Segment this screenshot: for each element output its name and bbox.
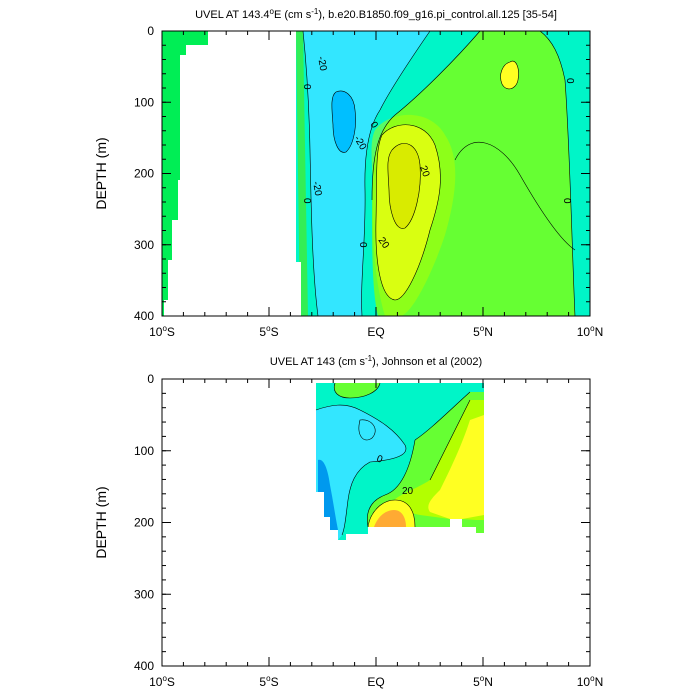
panel-1-contour-label: 0 [561,198,572,204]
x-tick-label: 5oS [259,674,278,689]
x-tick-label: EQ [367,675,384,689]
panel-1-contour-label: 0 [357,242,368,248]
panel-1-contour-label: 0 [301,84,312,90]
panel-1-contour-label: 0 [367,120,380,131]
x-tick-label: 10oN [577,324,603,339]
x-tick-label: EQ [367,325,384,339]
y-tick-label: 100 [134,95,154,109]
y-tick-label: 0 [147,24,154,38]
panel-1: UVEL AT 143.4oE (cm s-1), b.e20.B1850.f0… [93,7,603,339]
panel-1-contour-label: -20 [310,181,323,198]
panel-1-contour-label: 0 [301,198,312,204]
y-tick-label: 400 [134,309,154,323]
panel-2-region-neg [316,405,406,540]
panel-1-contour-label: 0 [564,78,575,84]
panel-2-contour-label: 0 [375,453,384,465]
panel-1-region-strong-neg [331,90,356,153]
x-tick-label: 10oS [149,674,175,689]
y-tick-label: 200 [134,516,154,530]
x-tick-label: 10oS [149,324,175,339]
x-tick-label: 5oN [473,324,493,339]
panel-1-contour-label: -20 [315,56,328,73]
y-tick-label: 300 [134,238,154,252]
panel-1-title: UVEL AT 143.4oE (cm s-1), b.e20.B1850.f0… [195,7,557,21]
panel-1-contour-label: 20 [417,164,431,179]
panel-1-ylabel: DEPTH (m) [93,137,109,209]
x-tick-label: 5oN [473,674,493,689]
panel-2: UVEL AT 143 (cm s-1), Johnson et al (200… [93,354,603,689]
panel-1-region-pos-patch [500,61,519,89]
panel-2-contour-label: 20 [402,486,414,497]
panel-1-region-zero-band [296,31,308,316]
panel-2-region-pos-high [428,415,484,519]
panel-1-land-mask [162,31,208,316]
panel-2-ylabel: DEPTH (m) [93,486,109,558]
panel-2-region-pos-core [374,510,406,527]
panel-2-region-strong-neg [318,459,338,530]
panel-1-region-weak-neg-east [540,31,590,316]
panel-1-plot-area [162,30,590,317]
y-tick-label: 400 [134,659,154,673]
y-tick-label: 100 [134,444,154,458]
y-tick-label: 300 [134,587,154,601]
x-tick-label: 10oN [577,674,603,689]
y-tick-label: 200 [134,167,154,181]
x-tick-label: 5oS [259,324,278,339]
y-tick-label: 0 [147,372,154,386]
panel-2-plot-area [162,379,590,666]
panel-2-title: UVEL AT 143 (cm s-1), Johnson et al (200… [270,354,482,368]
